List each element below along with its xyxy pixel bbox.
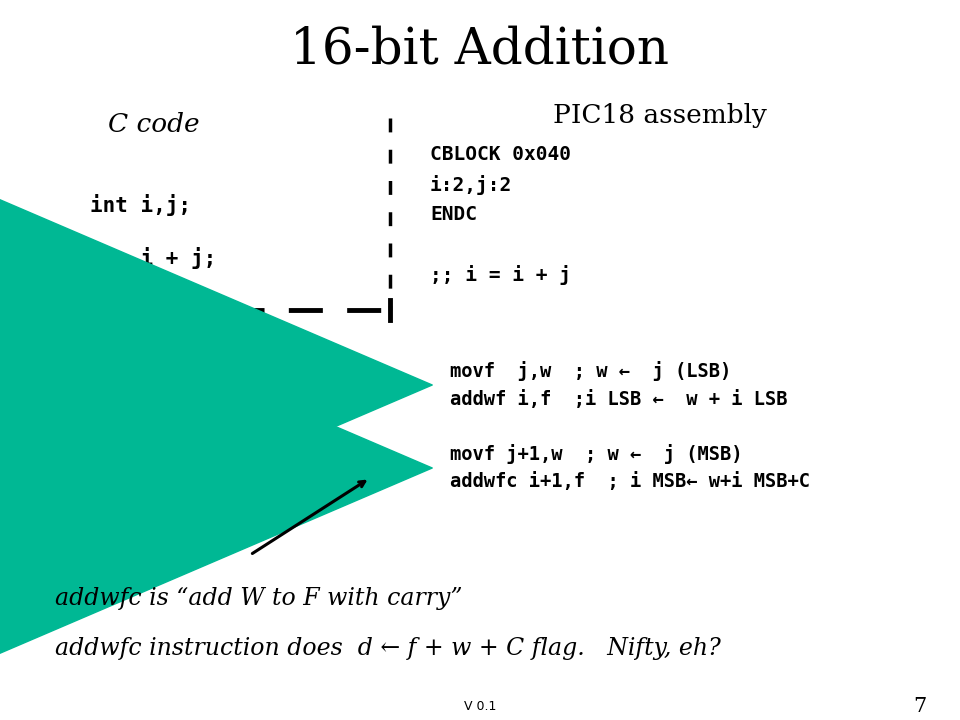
Text: i:2,j:2: i:2,j:2	[430, 175, 513, 195]
Text: addwf i,f  ;i LSB ←  w + i LSB: addwf i,f ;i LSB ← w + i LSB	[450, 390, 787, 408]
Text: int i,j;: int i,j;	[90, 194, 191, 216]
Text: 7: 7	[913, 696, 926, 716]
Text: CBLOCK 0x040: CBLOCK 0x040	[430, 145, 571, 164]
Text: 16-bit Addition: 16-bit Addition	[291, 25, 669, 75]
Text: movf  j,w  ; w ←  j (LSB): movf j,w ; w ← j (LSB)	[450, 361, 732, 381]
Text: addwfc i+1,f  ; i MSB← w+i MSB+C: addwfc i+1,f ; i MSB← w+i MSB+C	[450, 472, 810, 492]
Text: LSByte addition: LSByte addition	[55, 372, 270, 397]
Text: ENDC: ENDC	[430, 205, 477, 225]
Text: ;; i = i + j: ;; i = i + j	[430, 265, 571, 285]
Text: MSByte addition: MSByte addition	[55, 456, 279, 480]
Text: C code: C code	[108, 112, 200, 138]
Text: addwfc instruction does  d ← f + w + C flag.   Nifty, eh?: addwfc instruction does d ← f + w + C fl…	[55, 636, 721, 660]
Text: addwfc is “add W to F with carry”: addwfc is “add W to F with carry”	[55, 587, 463, 610]
Text: i = i + j;: i = i + j;	[90, 247, 216, 269]
Text: movf j+1,w  ; w ←  j (MSB): movf j+1,w ; w ← j (MSB)	[450, 444, 742, 464]
Text: PIC18 assembly: PIC18 assembly	[553, 102, 767, 127]
Text: V 0.1: V 0.1	[464, 700, 496, 713]
